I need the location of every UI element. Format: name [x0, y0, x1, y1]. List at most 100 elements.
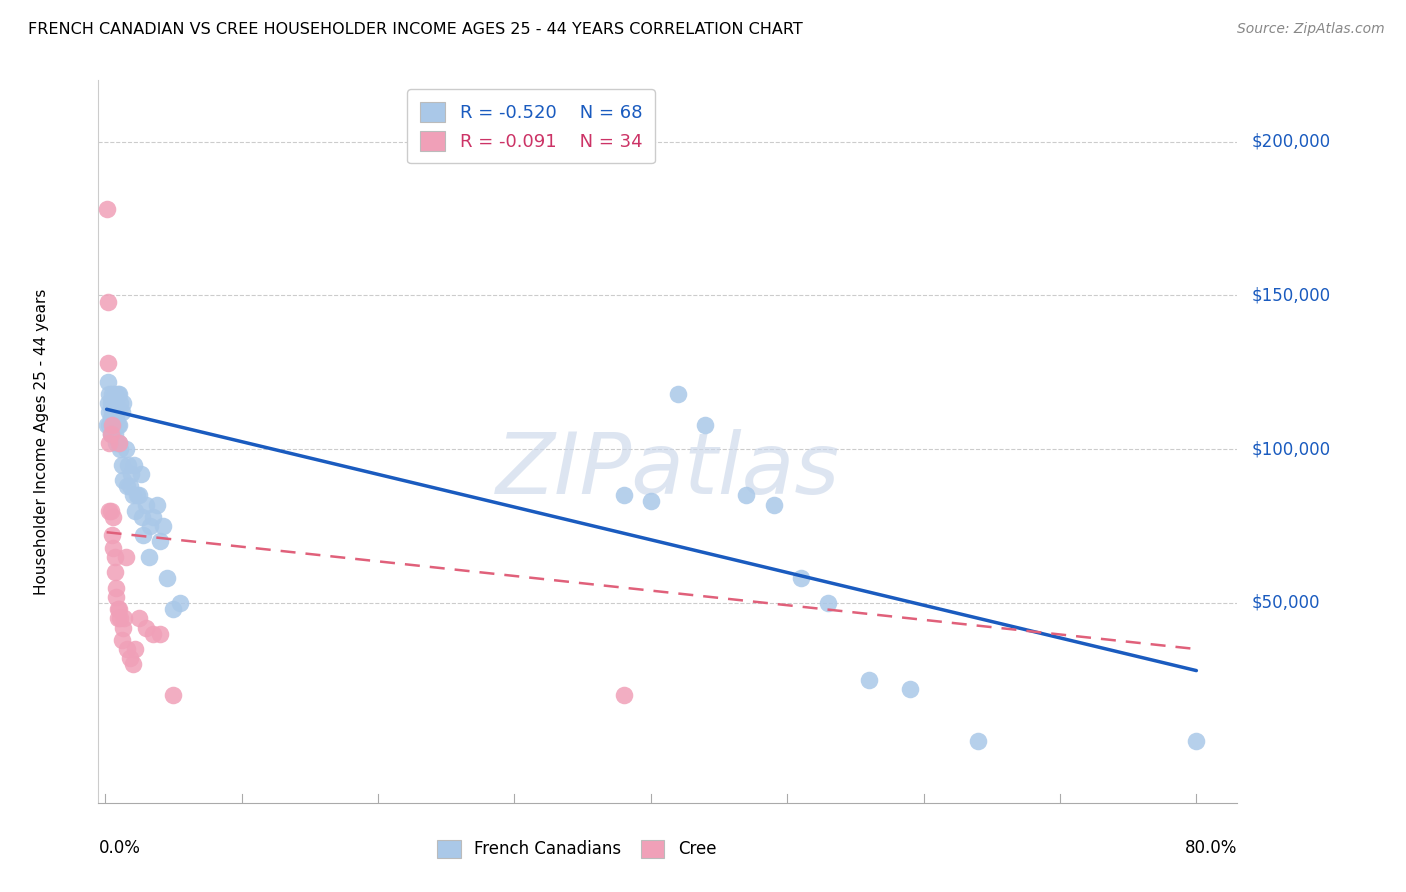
Point [129, 467, 152, 481]
Point [735, 488, 758, 502]
Point [124, 642, 146, 657]
Point [101, 387, 124, 401]
Point [96, 417, 118, 432]
Point [695, 417, 717, 432]
Point [105, 590, 128, 604]
Point [131, 509, 153, 524]
Point [135, 621, 157, 635]
Point [110, 405, 132, 419]
Point [103, 541, 125, 555]
Point [105, 581, 128, 595]
Point [100, 411, 122, 425]
Point [162, 602, 184, 616]
Point [103, 417, 125, 432]
Point [117, 458, 139, 472]
Point [121, 657, 143, 672]
Point [103, 396, 125, 410]
Point [640, 494, 662, 508]
Text: 80.0%: 80.0% [1185, 838, 1237, 857]
Point [108, 436, 131, 450]
Text: ZIPatlas: ZIPatlas [496, 429, 839, 512]
Point [115, 642, 138, 657]
Point [114, 442, 136, 457]
Point [112, 611, 135, 625]
Point [97, 356, 120, 370]
Point [100, 426, 122, 441]
Point [101, 426, 124, 441]
Point [817, 596, 839, 610]
Point [110, 442, 132, 457]
Point [162, 688, 184, 702]
Point [156, 571, 179, 585]
Point [108, 417, 131, 432]
Point [101, 405, 124, 419]
Point [124, 504, 146, 518]
Point [98, 504, 121, 518]
Text: Source: ZipAtlas.com: Source: ZipAtlas.com [1237, 22, 1385, 37]
Point [110, 611, 132, 625]
Point [97, 396, 120, 410]
Point [967, 734, 990, 748]
Point [132, 528, 155, 542]
Point [108, 602, 131, 616]
Point [100, 504, 122, 518]
Point [104, 549, 127, 564]
Point [107, 417, 129, 432]
Legend: French Canadians, Cree: French Canadians, Cree [429, 831, 724, 867]
Point [100, 396, 122, 410]
Point [105, 396, 128, 410]
Point [100, 426, 122, 441]
Point [135, 498, 157, 512]
Text: $200,000: $200,000 [1251, 133, 1330, 151]
Point [169, 596, 191, 610]
Point [98, 417, 121, 432]
Point [107, 387, 129, 401]
Point [152, 519, 174, 533]
Point [118, 479, 141, 493]
Point [138, 549, 160, 564]
Point [103, 411, 125, 425]
Point [101, 528, 124, 542]
Point [612, 688, 634, 702]
Point [128, 488, 150, 502]
Point [762, 498, 785, 512]
Point [101, 417, 124, 432]
Point [612, 488, 634, 502]
Point [110, 632, 132, 647]
Point [110, 458, 132, 472]
Text: $150,000: $150,000 [1251, 286, 1330, 304]
Point [125, 488, 148, 502]
Point [1185, 734, 1208, 748]
Point [98, 387, 121, 401]
Text: $50,000: $50,000 [1251, 594, 1320, 612]
Point [97, 375, 120, 389]
Text: FRENCH CANADIAN VS CREE HOUSEHOLDER INCOME AGES 25 - 44 YEARS CORRELATION CHART: FRENCH CANADIAN VS CREE HOUSEHOLDER INCO… [28, 22, 803, 37]
Point [97, 294, 120, 309]
Point [105, 411, 128, 425]
Point [108, 387, 131, 401]
Point [666, 387, 689, 401]
Point [118, 651, 141, 665]
Point [139, 519, 162, 533]
Point [110, 396, 132, 410]
Point [111, 473, 134, 487]
Point [115, 479, 138, 493]
Point [121, 488, 143, 502]
Point [101, 417, 124, 432]
Point [898, 681, 921, 696]
Point [149, 626, 172, 640]
Point [104, 387, 127, 401]
Point [107, 602, 129, 616]
Point [98, 436, 121, 450]
Point [128, 611, 150, 625]
Point [111, 621, 134, 635]
Point [104, 405, 127, 419]
Point [146, 498, 169, 512]
Text: Householder Income Ages 25 - 44 years: Householder Income Ages 25 - 44 years [34, 288, 49, 595]
Point [142, 509, 165, 524]
Point [142, 626, 165, 640]
Point [858, 673, 880, 687]
Point [107, 611, 129, 625]
Point [105, 436, 128, 450]
Point [108, 436, 131, 450]
